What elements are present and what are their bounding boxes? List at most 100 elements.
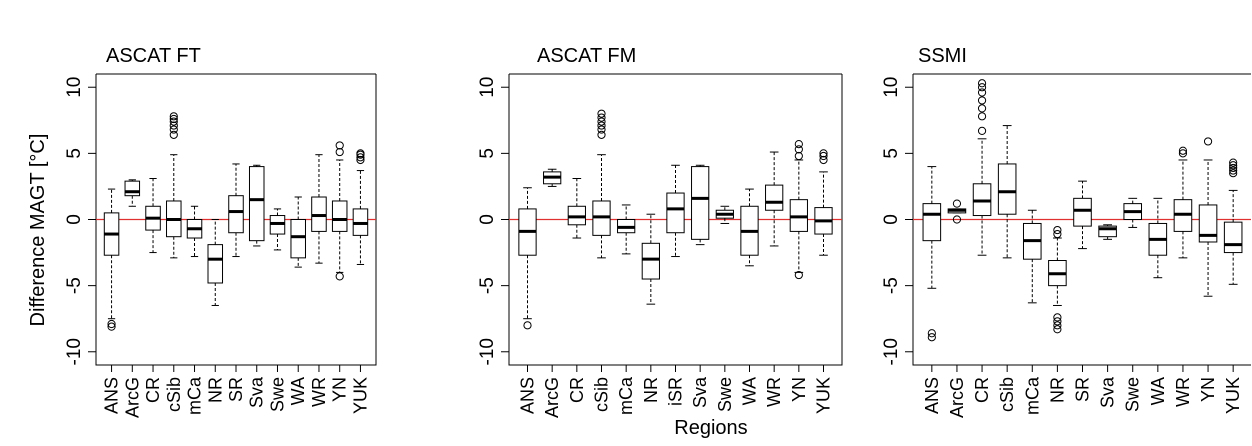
box-WR	[311, 154, 327, 264]
box-iSR	[666, 164, 685, 258]
outlier-point	[1229, 166, 1238, 175]
x-tick-label: Swe	[267, 377, 287, 412]
outlier-point	[597, 117, 606, 126]
y-tick-label: -5	[477, 277, 498, 294]
x-tick-label: cSib	[997, 377, 1017, 412]
outlier-point	[977, 79, 987, 88]
box-Sva	[1098, 224, 1117, 240]
box-YUK	[814, 149, 833, 256]
outlier-point	[169, 117, 178, 126]
outlier-point	[1053, 321, 1062, 330]
x-tick-label: ANS	[102, 377, 122, 414]
box-ANS	[518, 187, 537, 330]
x-tick-label: WR	[764, 377, 784, 407]
outlier-point	[1053, 325, 1062, 334]
outlier-point	[1229, 163, 1238, 173]
y-tick-label: 10	[477, 77, 498, 98]
outlier-point	[794, 140, 803, 149]
box-mCa	[1022, 209, 1042, 304]
x-axis-label: Regions	[674, 417, 747, 439]
outlier-point	[1229, 158, 1238, 167]
outlier-point	[169, 114, 178, 124]
x-tick-label: cSib	[164, 377, 184, 412]
y-axis-label: Difference MAGT [°C]	[27, 134, 49, 327]
box-Swe	[715, 205, 734, 224]
box-NR	[1048, 225, 1067, 334]
x-tick-label: WR	[1173, 377, 1193, 407]
x-tick-label: WA	[288, 377, 308, 405]
box-iqr	[1198, 204, 1218, 243]
y-tick-label: -10	[881, 338, 902, 365]
box-NR	[207, 219, 224, 306]
box-iqr	[666, 192, 685, 234]
outlier-point	[169, 125, 178, 134]
y-tick-label: 5	[881, 148, 902, 159]
box-YN	[789, 140, 808, 280]
box-mCa	[186, 205, 203, 258]
box-iqr	[691, 166, 710, 240]
plot-frame	[912, 73, 1251, 366]
outlier-point	[927, 329, 936, 338]
outlier-point	[356, 155, 365, 165]
box-iqr	[1098, 225, 1117, 238]
outlier-point	[107, 322, 116, 331]
y-tick-label: 5	[477, 148, 498, 159]
outlier-point	[1053, 317, 1062, 326]
x-tick-label: SR	[226, 377, 246, 402]
outlier-point	[1053, 225, 1062, 235]
x-tick-label: NR	[1047, 377, 1067, 403]
box-SR	[228, 163, 244, 258]
box-CR	[145, 177, 161, 254]
box-iqr	[997, 163, 1017, 215]
y-tick-label: 0	[64, 214, 85, 225]
outlier-point	[335, 147, 344, 157]
box-WR	[765, 151, 784, 247]
outlier-point	[597, 121, 606, 130]
panel-2: ASCAT FM -10 -5 0 5 10 ANS ArcG CR cSib mCa NR iSR Sv…	[477, 45, 843, 418]
x-tick-label: ANS	[518, 377, 538, 414]
x-tick-label: mCa	[185, 376, 205, 415]
x-tick-label: ArcG	[947, 377, 967, 418]
box-NR	[641, 213, 660, 305]
box-iqr	[922, 203, 942, 242]
box-iqr	[765, 184, 784, 211]
x-tick-label: CR	[143, 377, 163, 403]
outlier-point	[794, 151, 803, 161]
y-tick-label: -5	[64, 277, 85, 294]
x-tick-label: WA	[740, 377, 760, 405]
x-tick-label: ArcG	[122, 377, 142, 418]
x-tick-label: Swe	[1123, 377, 1143, 412]
y-tick-label: 0	[477, 214, 498, 225]
box-iqr	[228, 195, 244, 234]
box-iqr	[124, 180, 141, 197]
x-tick-label: mCa	[616, 376, 636, 415]
box-WA	[290, 196, 306, 268]
box-ANS	[103, 188, 120, 331]
x-tick-label: WA	[1148, 377, 1168, 405]
outlier-point	[977, 126, 987, 135]
outlier-point	[1229, 169, 1238, 178]
box-CR	[972, 79, 992, 256]
outlier-point	[952, 199, 962, 208]
box-Swe	[269, 208, 286, 251]
outlier-point	[794, 270, 803, 280]
box-YN	[1198, 137, 1218, 297]
box-mCa	[617, 204, 636, 255]
box-Sva	[248, 164, 265, 247]
box-ANS	[922, 166, 942, 342]
box-YN	[331, 141, 348, 281]
box-SR	[1073, 180, 1092, 250]
box-cSib	[166, 112, 182, 259]
y-tick-label: 10	[64, 77, 85, 98]
box-iqr	[641, 242, 660, 280]
panel-1: ASCAT FT -10 -5 0 5 10 ANS ArcG CR cSib mCa NR SR Sva…	[64, 45, 377, 418]
box-ArcG	[947, 199, 967, 224]
outlier-point	[1178, 149, 1188, 158]
y-tick-label: -5	[881, 277, 902, 294]
y-tick-label: 5	[64, 148, 85, 159]
x-tick-label: Sva	[247, 376, 267, 408]
box-iqr	[290, 219, 306, 259]
x-tick-label: WR	[309, 377, 329, 407]
